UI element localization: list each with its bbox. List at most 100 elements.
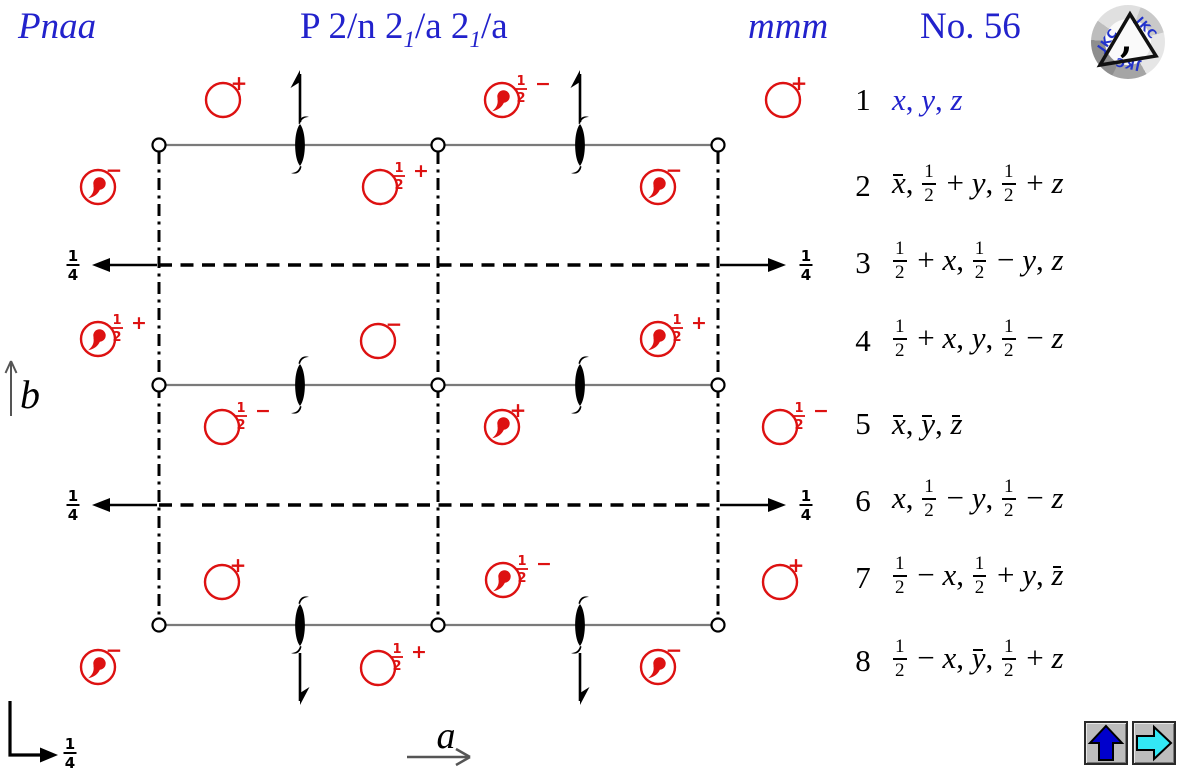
inversion-center-node — [430, 137, 446, 153]
screw-axis-symbol — [291, 356, 309, 414]
screw-axis-symbol — [291, 116, 309, 174]
atom-height-sign: − — [813, 400, 829, 422]
quarter-fraction-label-numerator: 1 — [801, 487, 811, 505]
atom-height-fraction: 2 — [672, 330, 681, 345]
screw-arrow-up-head — [570, 70, 580, 88]
operation-number: 8 — [855, 643, 871, 678]
atom-height-sign: − — [666, 158, 683, 182]
subscript: 1 — [403, 27, 415, 52]
corner-fraction-denominator: 4 — [65, 754, 75, 770]
quarter-fraction-label-denominator: 4 — [68, 506, 78, 524]
screw-arrow-down-head — [300, 687, 310, 705]
atom-circle — [361, 168, 399, 206]
atom-height-sign: + — [791, 71, 808, 95]
variable: y — [971, 320, 986, 356]
nav-up-button[interactable] — [1084, 721, 1128, 765]
overlined-variable: y — [971, 640, 986, 676]
space-group-number: No. 56 — [920, 6, 1021, 47]
jkc-logo: JKC JKC JKC , — [1089, 5, 1169, 79]
quarter-fraction-label-numerator: 1 — [68, 247, 78, 265]
atom-height-sign: + — [510, 398, 527, 422]
atom-comma-icon — [88, 185, 101, 199]
up-arrow-icon — [1087, 724, 1125, 761]
atom-height-sign: + — [131, 312, 147, 334]
operation-number: 7 — [855, 560, 871, 595]
quarter-fraction-label-numerator: 1 — [801, 247, 811, 265]
atom-comma-icon — [648, 665, 661, 679]
atom-height-fraction: 2 — [517, 571, 526, 586]
atom-circle-enantiomorph — [79, 320, 117, 358]
b-axis-arrow-head — [10, 360, 18, 374]
quarter-fraction-label-denominator: 4 — [801, 506, 811, 524]
atom-height-fraction: 1 — [392, 642, 401, 657]
screw-arrow-down-head — [580, 687, 590, 705]
jkc-logo-triangle — [1096, 10, 1159, 68]
inversion-center-node — [710, 377, 726, 393]
variable: z — [1051, 242, 1064, 278]
atom-circle-enantiomorph — [639, 320, 677, 358]
atom-height-fraction: 1 — [394, 161, 403, 176]
inversion-center-node — [151, 377, 167, 393]
quarter-fraction-label-numerator: 1 — [68, 487, 78, 505]
atom-comma-icon — [648, 185, 661, 199]
atom-circle-enantiomorph — [483, 408, 521, 446]
operation-number: 1 — [855, 82, 871, 117]
screw-axis-symbol — [571, 356, 589, 414]
variable: x — [942, 557, 957, 593]
atom-circle — [359, 322, 397, 360]
operation-number: 6 — [855, 483, 871, 518]
atom-circle-enantiomorph — [484, 561, 522, 599]
atom-comma-icon — [493, 578, 506, 592]
atom-comma-icon — [88, 337, 101, 351]
screw-axis-symbol — [571, 596, 589, 654]
operation-number: 5 — [855, 406, 871, 441]
variable: x — [892, 480, 906, 516]
a-axis-arrow-head — [455, 755, 471, 767]
atom-circle — [203, 563, 241, 601]
atom-height-sign: − — [536, 553, 552, 575]
atom-height-sign: − — [106, 158, 123, 182]
b-axis-arrow-head — [4, 360, 12, 374]
atom-circle — [764, 81, 802, 119]
variable: x — [892, 82, 906, 117]
atom-height-fraction: 1 — [672, 313, 681, 328]
inversion-center-node — [710, 617, 726, 633]
atom-height-fraction: 2 — [794, 418, 803, 433]
point-group-symbol: mmm — [748, 6, 829, 47]
a-axis-arrow-head — [455, 747, 471, 759]
atom-circle — [204, 81, 242, 119]
overlined-variable: x — [892, 406, 906, 441]
nav-next-button[interactable] — [1132, 721, 1176, 765]
atom-height-sign: + — [411, 641, 427, 663]
atom-height-fraction: 1 — [516, 74, 525, 89]
atom-height-fraction: 2 — [112, 330, 121, 345]
variable: y — [921, 82, 936, 117]
symmetry-operation-row: 1 x, y, z — [850, 74, 963, 126]
quarter-arrow-right-head — [768, 258, 786, 272]
variable: x — [942, 320, 957, 356]
overlined-variable: y — [921, 406, 936, 441]
operation-number: 4 — [855, 323, 871, 358]
variable: z — [950, 82, 963, 117]
atom-height-sign: − — [255, 400, 271, 422]
overlined-variable: z — [1051, 557, 1064, 593]
atom-height-fraction: 1 — [112, 313, 121, 328]
inversion-center-node — [151, 137, 167, 153]
atom-comma-icon — [648, 337, 661, 351]
variable: y — [971, 480, 986, 516]
atom-height-fraction: 2 — [236, 418, 245, 433]
atom-comma-icon — [492, 98, 505, 112]
